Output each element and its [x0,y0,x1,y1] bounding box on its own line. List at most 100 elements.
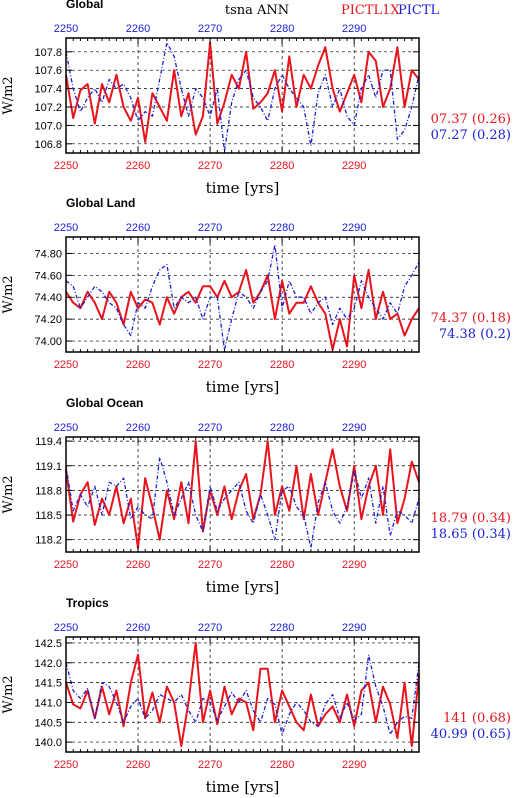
panel-title: Tropics [66,596,109,610]
stat-label-pictl1x: 141 (0.68) [443,711,511,726]
y-axis-label: W/m2 [1,475,16,513]
x-tick-label-bottom: 2280 [270,359,294,371]
y-tick-label: 74.00 [34,336,62,348]
x-tick-label-top: 2250 [54,422,78,434]
x-tick-label-bottom: 2260 [126,160,150,172]
y-axis-label: W/m2 [1,76,16,114]
y-tick-label: 118.2 [35,535,62,547]
x-tick-label-bottom: 2270 [198,559,222,571]
chart-panel-3: Tropics 140.0 140.5 141.0 141.5 142.0 142.5 225… [1,596,511,796]
x-tick-label-top: 2290 [342,222,366,234]
x-tick-label-bottom: 2260 [126,759,150,771]
chart-panel-1: Global Land 74.00 74.20 74.40 74.60 74.80 2250… [1,196,511,396]
x-tick-label-bottom: 2280 [270,559,294,571]
x-tick-label-bottom: 2280 [270,759,294,771]
panel-title: Global [66,0,103,11]
x-tick-label-bottom: 2290 [342,559,366,571]
x-tick-label-top: 2250 [54,23,78,35]
y-tick-label: 74.80 [34,248,62,260]
series-line-pictl1x [65,41,420,143]
x-tick-label-top: 2270 [198,622,222,634]
legend-entry-pictl: PICTL [398,3,440,18]
x-tick-label-top: 2280 [270,422,294,434]
series-line-pictl [65,654,420,735]
x-tick-label-bottom: 2290 [342,160,366,172]
plot-frame [65,636,420,753]
x-tick-label-top: 2270 [198,422,222,434]
y-axis-label: W/m2 [1,675,16,713]
x-tick-label-top: 2270 [198,222,222,234]
y-tick-label: 142.5 [34,638,62,650]
series-line-pictl [65,244,420,351]
y-tick-label: 119.1 [35,461,62,473]
plot-frame [65,236,420,353]
x-tick-label-top: 2250 [54,222,78,234]
stat-label-pictl: 18.65 (0.34) [431,527,511,542]
x-tick-label-top: 2260 [126,23,150,35]
y-tick-label: 74.60 [34,270,62,282]
x-tick-label-bottom: 2250 [54,160,78,172]
y-tick-label: 107.8 [34,47,62,59]
y-tick-label: 118.5 [35,510,62,522]
x-tick-label-bottom: 2250 [54,559,78,571]
x-tick-label-top: 2260 [126,622,150,634]
x-tick-label-bottom: 2270 [198,359,222,371]
x-tick-label-bottom: 2290 [342,759,366,771]
legend-entry-pictl1x: PICTL1X [341,3,400,18]
x-tick-label-bottom: 2270 [198,759,222,771]
series-line-pictl1x [65,641,420,748]
y-tick-label: 141.5 [34,678,62,690]
figure-title: tsna ANN [225,3,289,18]
x-tick-label-bottom: 2250 [54,759,78,771]
x-tick-label-top: 2280 [270,622,294,634]
x-tick-label-top: 2260 [126,222,150,234]
x-tick-label-bottom: 2260 [126,359,150,371]
stat-label-pictl1x: 18.79 (0.34) [431,511,511,526]
x-tick-label-bottom: 2290 [342,359,366,371]
y-tick-label: 107.0 [34,120,62,132]
y-axis-label: W/m2 [1,275,16,313]
x-tick-label-top: 2290 [342,622,366,634]
stat-label-pictl1x: 74.37 (0.18) [431,311,511,326]
x-tick-label-bottom: 2270 [198,160,222,172]
panel-title: Global Land [66,196,135,210]
series-line-pictl1x [65,440,420,549]
panel-title: Global Ocean [66,396,143,410]
y-tick-label: 107.2 [34,102,62,114]
stat-label-pictl: 74.38 (0.2) [439,327,511,342]
y-tick-label: 140.5 [34,717,62,729]
stat-label-pictl: 07.27 (0.28) [431,128,511,143]
y-tick-label: 106.8 [34,139,62,151]
stat-label-pictl: 40.99 (0.65) [431,727,511,742]
x-tick-label-top: 2270 [198,23,222,35]
y-tick-label: 140.0 [34,737,62,749]
y-tick-label: 74.40 [34,292,62,304]
x-tick-label-top: 2260 [126,422,150,434]
x-tick-label-bottom: 2280 [270,160,294,172]
series-line-pictl1x [65,268,420,351]
x-tick-label-top: 2280 [270,222,294,234]
plot-frame [65,436,420,553]
x-tick-label-bottom: 2250 [54,359,78,371]
x-tick-label-top: 2290 [342,23,366,35]
y-tick-label: 107.4 [34,84,62,96]
x-axis-label: time [yrs] [206,778,280,796]
chart-panel-2: Global Ocean 118.2 118.5 118.8 119.1 119.4 225… [1,396,511,596]
x-axis-label: time [yrs] [206,179,280,197]
y-tick-label: 141.0 [34,697,62,709]
y-tick-label: 142.0 [34,658,62,670]
series-line-pictl [65,456,420,549]
stat-label-pictl1x: 07.37 (0.26) [431,112,511,127]
x-tick-label-top: 2280 [270,23,294,35]
plot-frame [65,37,420,154]
chart-panel-0: Global 106.8 107.0 107.2 107.4 107.6 107.8 2250… [1,0,511,197]
series-line-pictl [65,41,420,152]
y-tick-label: 74.20 [34,314,62,326]
x-tick-label-top: 2250 [54,622,78,634]
x-tick-label-bottom: 2260 [126,559,150,571]
y-tick-label: 119.4 [35,436,62,448]
x-tick-label-top: 2290 [342,422,366,434]
x-axis-label: time [yrs] [206,578,280,596]
